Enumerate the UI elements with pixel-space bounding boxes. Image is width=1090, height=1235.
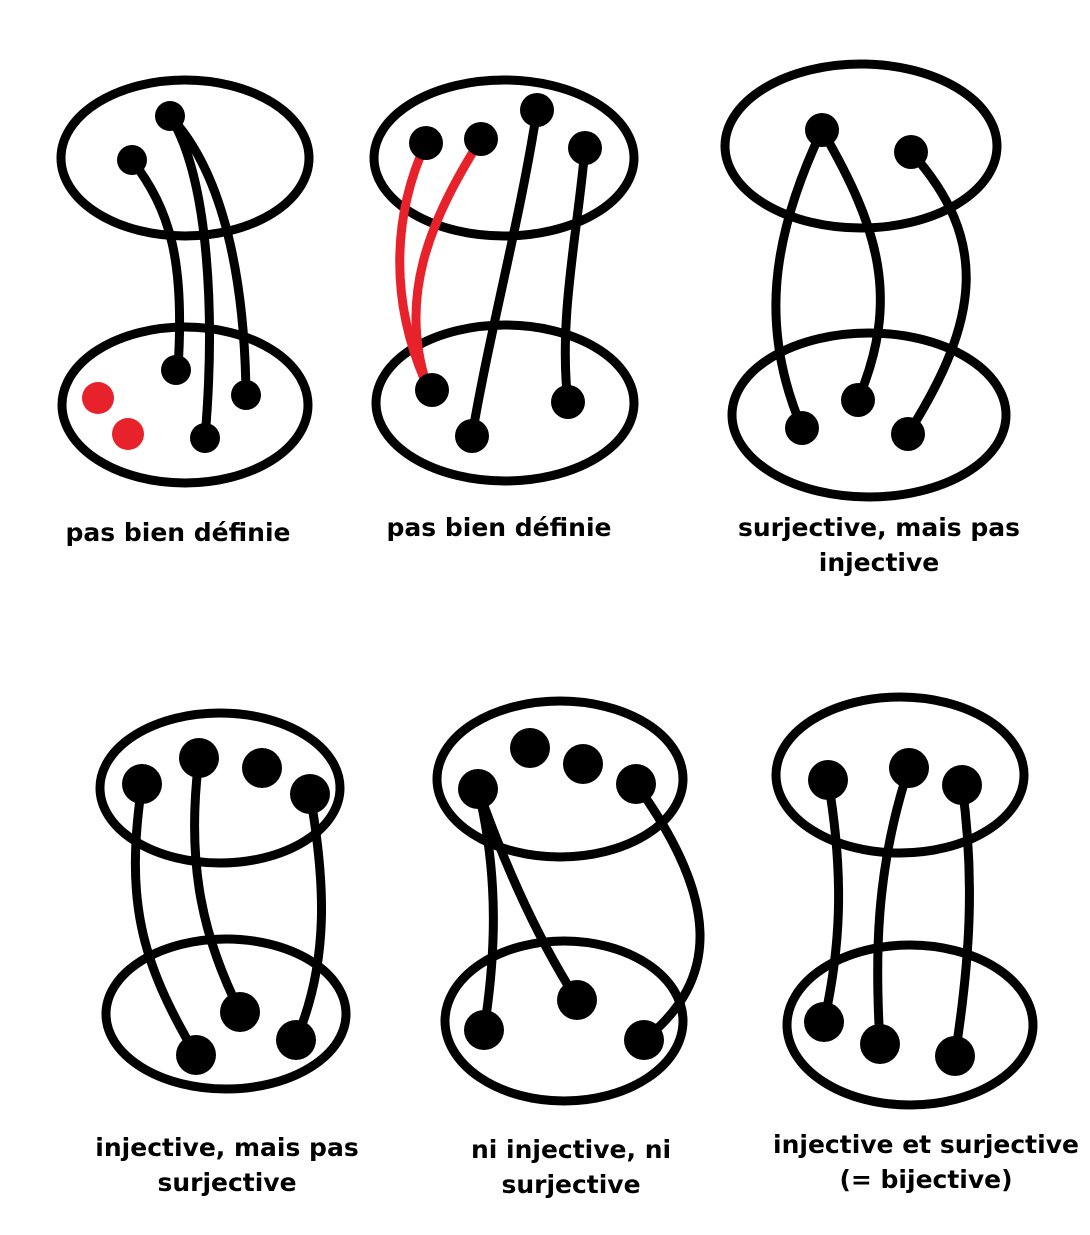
codomain-point <box>841 383 875 417</box>
arrow <box>291 789 327 1045</box>
codomain-set <box>727 328 1011 502</box>
domain-point <box>808 760 848 800</box>
domain-set <box>56 75 314 241</box>
arrow-highlight <box>411 134 486 399</box>
domain-point <box>563 744 603 784</box>
caption-diagram-2: pas bien définie <box>386 513 612 542</box>
codomain-point <box>860 1024 900 1064</box>
domain-point <box>942 765 982 805</box>
domain-point <box>464 122 498 156</box>
codomain-point <box>231 380 261 410</box>
codomain-point-unmapped <box>112 418 144 450</box>
domain-set <box>720 59 1002 233</box>
domain-point <box>889 748 929 788</box>
domain-point <box>117 145 147 175</box>
codomain-point <box>551 385 585 419</box>
arrow <box>560 143 590 407</box>
diagram-6 <box>771 692 1038 1110</box>
diagram-4 <box>95 708 351 1094</box>
domain-point <box>805 113 839 147</box>
domain-point <box>894 135 928 169</box>
caption-diagram-4: injective, mais pas surjective <box>95 1133 359 1197</box>
domain-point <box>568 131 602 165</box>
diagram-5 <box>432 696 705 1106</box>
arrow <box>127 155 185 373</box>
arrow <box>165 111 251 400</box>
codomain-point <box>624 1020 664 1060</box>
domain-set <box>771 692 1029 858</box>
arrow <box>819 775 844 1027</box>
caption-diagram-6: injective et surjective (= bijective) <box>773 1130 1079 1194</box>
domain-point <box>290 774 330 814</box>
arrow <box>771 125 827 433</box>
diagram-2 <box>369 75 639 486</box>
arrow <box>631 779 705 1045</box>
domain-set <box>95 708 345 868</box>
codomain-set <box>782 940 1038 1110</box>
domain-point <box>122 764 162 804</box>
caption-diagram-5: ni injective, ni surjective <box>470 1135 672 1199</box>
codomain-point-unmapped <box>82 382 114 414</box>
domain-point <box>409 126 443 160</box>
diagram-3 <box>720 59 1011 502</box>
codomain-point <box>276 1020 316 1060</box>
codomain-point <box>891 417 925 451</box>
codomain-point <box>464 1010 504 1050</box>
caption-diagram-1: pas bien définie <box>65 518 291 547</box>
codomain-point <box>804 1002 844 1042</box>
domain-set <box>369 75 639 241</box>
arrow <box>817 125 885 405</box>
codomain-point <box>161 355 191 385</box>
arrow <box>903 147 971 439</box>
arrow <box>190 753 245 1017</box>
arrow <box>165 111 214 443</box>
arrow <box>467 105 542 441</box>
arrow <box>473 784 582 1005</box>
codomain-set <box>101 934 351 1094</box>
domain-point <box>242 748 282 788</box>
domain-point <box>458 769 498 809</box>
domain-point <box>616 764 656 804</box>
domain-point <box>179 738 219 778</box>
domain-point <box>155 101 185 131</box>
codomain-point <box>415 373 449 407</box>
domain-set <box>432 696 688 862</box>
arrow <box>130 779 201 1060</box>
domain-point <box>510 728 550 768</box>
arrow <box>473 784 498 1035</box>
diagram-1 <box>56 75 314 488</box>
codomain-point <box>785 411 819 445</box>
codomain-point <box>176 1035 216 1075</box>
codomain-set <box>57 322 313 488</box>
caption-diagram-3: surjective, mais pas injective <box>737 513 1021 577</box>
codomain-point <box>455 419 489 453</box>
codomain-set <box>440 936 688 1106</box>
arrow <box>950 780 974 1061</box>
codomain-point <box>557 980 597 1020</box>
arrow <box>873 763 914 1049</box>
codomain-set <box>371 320 639 486</box>
codomain-point <box>190 423 220 453</box>
domain-point <box>520 93 554 127</box>
codomain-point <box>220 992 260 1032</box>
codomain-point <box>935 1036 975 1076</box>
